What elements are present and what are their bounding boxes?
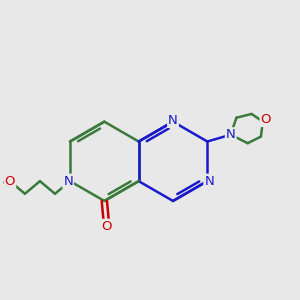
Text: O: O [261,113,271,126]
Text: N: N [226,128,236,141]
Text: N: N [168,114,178,127]
Text: O: O [4,175,15,188]
Text: N: N [63,175,73,188]
Text: N: N [204,175,214,188]
Text: O: O [101,220,112,233]
